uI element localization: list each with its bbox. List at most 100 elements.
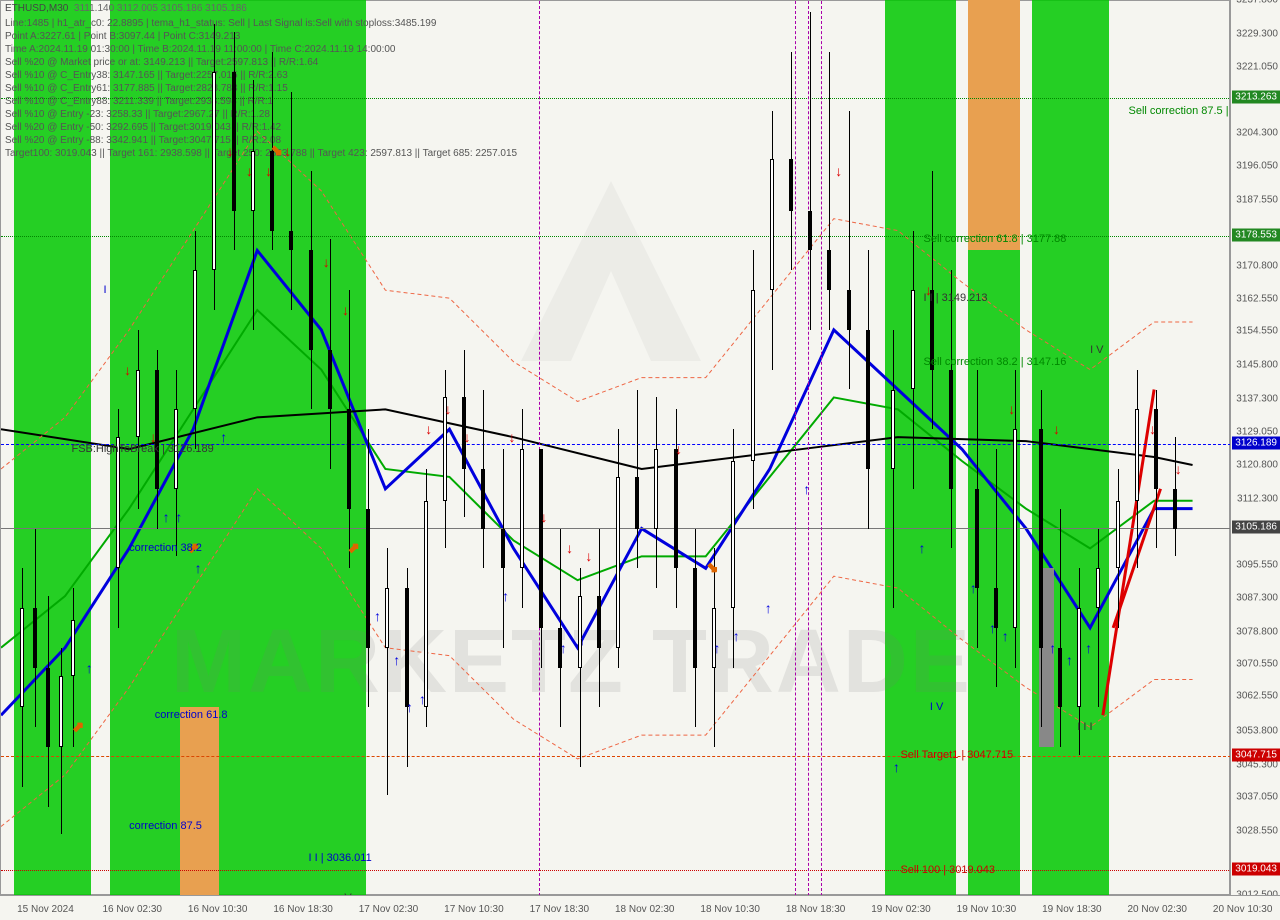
chart-annotation: I I | 3149.213 bbox=[924, 292, 988, 304]
candle-body bbox=[289, 231, 293, 251]
chart-annotation: correction 38.2 bbox=[129, 542, 202, 554]
buy-arrow-icon: ↑ bbox=[195, 560, 202, 576]
candle-body bbox=[347, 409, 351, 508]
vertical-marker bbox=[795, 1, 796, 896]
sell-arrow-icon: ↓ bbox=[835, 163, 842, 179]
y-tick-label: 3129.050 bbox=[1236, 427, 1278, 438]
candle-wick bbox=[387, 548, 388, 794]
candle-body bbox=[46, 668, 50, 747]
candle-body bbox=[520, 449, 524, 568]
x-tick-label: 18 Nov 10:30 bbox=[700, 904, 760, 915]
candle-body bbox=[59, 676, 63, 748]
candle-body bbox=[597, 596, 601, 648]
buy-arrow-icon: ↑ bbox=[1002, 628, 1009, 644]
buy-arrow-icon: ↑ bbox=[579, 632, 586, 648]
candle-body bbox=[385, 588, 389, 648]
candle-body bbox=[674, 449, 678, 568]
symbol-title: ETHUSD,M30 3111.140 3112.005 3105.186 31… bbox=[5, 3, 247, 14]
buy-arrow-icon: ↑ bbox=[714, 640, 721, 656]
info-line: Line:1485 | h1_atr_c0: 22.8895 | tema_h1… bbox=[5, 17, 436, 30]
y-tick-label: 3112.300 bbox=[1237, 493, 1278, 504]
x-tick-label: 17 Nov 18:30 bbox=[530, 904, 590, 915]
y-tick-label: 3204.300 bbox=[1236, 128, 1278, 139]
y-tick-label: 3237.800 bbox=[1236, 0, 1278, 6]
buy-arrow-icon: ↑ bbox=[733, 628, 740, 644]
chart-annotation: I bbox=[104, 284, 107, 296]
candle-body bbox=[1116, 501, 1120, 569]
buy-arrow-icon: ↑ bbox=[765, 600, 772, 616]
buy-arrow-icon: ↑ bbox=[163, 509, 170, 525]
x-axis: 15 Nov 202416 Nov 02:3016 Nov 10:3016 No… bbox=[0, 895, 1280, 920]
buy-arrow-icon: ↑ bbox=[970, 580, 977, 596]
x-tick-label: 19 Nov 18:30 bbox=[1042, 904, 1102, 915]
candle-body bbox=[116, 437, 120, 568]
bullish-zone bbox=[1032, 0, 1109, 898]
candle-body bbox=[975, 489, 979, 588]
chart-annotation: Sell Target1 | 3047.715 bbox=[900, 749, 1013, 761]
chart-annotation: I I I bbox=[1077, 721, 1092, 733]
y-tick-label: 3221.050 bbox=[1236, 61, 1278, 72]
sell-arrow-icon: ↓ bbox=[541, 509, 548, 525]
candle-body bbox=[789, 159, 793, 211]
sell-arrow-icon: ↓ bbox=[1008, 401, 1015, 417]
sell-arrow-icon: ↓ bbox=[323, 254, 330, 270]
y-tick-label: 3120.800 bbox=[1236, 459, 1278, 470]
sell-arrow-icon: ↓ bbox=[425, 421, 432, 437]
candle-body bbox=[866, 330, 870, 469]
candle-body bbox=[635, 477, 639, 529]
candle-body bbox=[1077, 608, 1081, 707]
candle-body bbox=[770, 159, 774, 290]
candle-body bbox=[501, 529, 505, 569]
sell-arrow-icon: ↓ bbox=[1175, 461, 1182, 477]
y-tick-label: 3078.800 bbox=[1236, 626, 1278, 637]
y-tick-label: 3062.550 bbox=[1236, 691, 1278, 702]
candle-body bbox=[193, 270, 197, 409]
candle-body bbox=[616, 477, 620, 648]
candle-body bbox=[654, 449, 658, 528]
candle-body bbox=[251, 151, 255, 211]
warning-zone bbox=[968, 0, 1019, 250]
sell-arrow-icon: ↓ bbox=[675, 441, 682, 457]
buy-arrow-icon: ↑ bbox=[220, 429, 227, 445]
sell-arrow-icon: ↓ bbox=[509, 429, 516, 445]
info-line: Time A:2024.11.19 01:30:00 | Time B:2024… bbox=[5, 43, 395, 56]
candle-body bbox=[891, 390, 895, 469]
y-tick-label: 3070.550 bbox=[1236, 659, 1278, 670]
candle-body bbox=[366, 509, 370, 648]
candle-wick bbox=[1098, 529, 1099, 708]
buy-arrow-icon: ↑ bbox=[803, 481, 810, 497]
candle-body bbox=[232, 72, 236, 211]
chart-annotation: I I | 3036.011 bbox=[309, 852, 372, 864]
x-tick-label: 19 Nov 10:30 bbox=[957, 904, 1017, 915]
candle-body bbox=[1039, 429, 1043, 647]
candle-body bbox=[847, 290, 851, 330]
signal-arrow-icon: ⇗ bbox=[73, 719, 84, 735]
horizontal-level bbox=[1, 870, 1231, 871]
x-tick-label: 16 Nov 18:30 bbox=[273, 904, 333, 915]
sell-arrow-icon: ↓ bbox=[1149, 421, 1156, 437]
sell-arrow-icon: ↓ bbox=[124, 362, 131, 378]
sell-arrow-icon: ↓ bbox=[444, 401, 451, 417]
candle-body bbox=[949, 370, 953, 489]
candle-body bbox=[328, 350, 332, 410]
chart-annotation: FSB:HighToBreak | 3126.189 bbox=[71, 443, 213, 455]
buy-arrow-icon: ↑ bbox=[1066, 652, 1073, 668]
candle-body bbox=[1096, 568, 1100, 608]
signal-arrow-icon: ⇗ bbox=[348, 540, 359, 556]
buy-arrow-icon: ↑ bbox=[919, 540, 926, 556]
candle-body bbox=[212, 72, 216, 271]
chart-area[interactable]: MARKETZ TRADE ETHUSD,M30 3111.140 3112.0… bbox=[0, 0, 1230, 895]
candle-body bbox=[71, 620, 75, 676]
candle-body bbox=[20, 608, 24, 707]
price-level-label: 3019.043 bbox=[1232, 863, 1280, 876]
info-line: Target100: 3019.043 || Target 161: 2938.… bbox=[5, 147, 517, 160]
candle-wick bbox=[996, 449, 997, 687]
candle-wick bbox=[810, 12, 811, 330]
horizontal-level bbox=[1, 98, 1231, 99]
y-tick-label: 3229.300 bbox=[1236, 28, 1278, 39]
chart-annotation: Sell correction 38.2 | 3147.16 bbox=[924, 356, 1067, 368]
chart-annotation: correction 61.8 bbox=[155, 709, 228, 721]
info-line: Sell %20 @ Entry -50: 3292.695 || Target… bbox=[5, 121, 281, 134]
candle-body bbox=[712, 608, 716, 668]
chart-annotation: correction 87.5 bbox=[129, 820, 202, 832]
